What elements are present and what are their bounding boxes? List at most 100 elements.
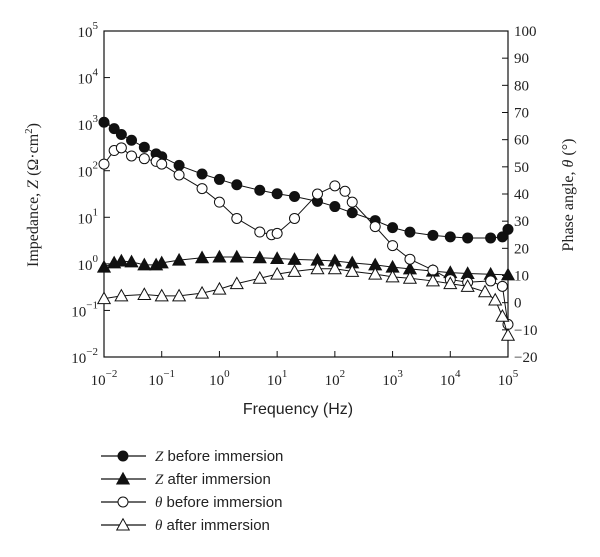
point-theta_before [311, 188, 323, 200]
point-theta_before [254, 226, 266, 238]
svg-text:Phase angle, θ (°): Phase angle, θ (°) [560, 139, 577, 252]
point-z_after [212, 249, 227, 263]
x-axis-ticks: 10−2 10−1 100 101 102 103 104 105 [91, 351, 519, 389]
y-right-label-var: θ [560, 159, 577, 167]
y-left-label-var: Z [25, 179, 42, 189]
y-right-label-pre: Phase angle, [560, 167, 577, 251]
plot-area [103, 30, 509, 358]
point-z_after [154, 255, 169, 269]
y-left-tick-label: 102 [78, 160, 99, 181]
y-right-tick-label: −20 [514, 350, 537, 366]
point-theta_after [194, 285, 210, 299]
point-z_before [173, 159, 185, 171]
point-theta_before [346, 196, 358, 208]
point-theta_before [213, 196, 225, 208]
y-right-tick-label: 30 [514, 214, 529, 230]
point-theta_after [488, 292, 503, 306]
y-right-tick-label: 40 [514, 187, 529, 203]
point-theta_after [310, 261, 325, 275]
point-z_before [213, 173, 225, 185]
point-z_before [126, 134, 138, 146]
series-theta_after [96, 261, 516, 341]
x-tick-label: 102 [325, 368, 346, 389]
legend: Z before immersion Z after immersion θ bef… [101, 448, 283, 534]
legend-label: Z after immersion [155, 471, 271, 488]
point-theta_before [427, 264, 439, 276]
point-z_after [229, 249, 244, 263]
y-right-label-unit: (°) [560, 139, 577, 160]
legend-marker-theta_before [117, 496, 129, 508]
y-left-tick-label: 101 [78, 206, 99, 227]
y-right-tick-label: 90 [514, 51, 529, 67]
x-tick-label: 101 [267, 368, 288, 389]
point-theta_after [171, 288, 187, 302]
point-theta_before [271, 227, 283, 239]
y-left-tick-label: 103 [78, 113, 99, 134]
y-left-tick-label: 100 [78, 253, 99, 274]
point-theta_after [460, 279, 475, 292]
point-z_before [346, 207, 358, 219]
x-tick-label: 105 [498, 368, 519, 389]
point-theta_before [289, 212, 301, 224]
y-left-tick-label: 10−2 [71, 346, 98, 367]
point-theta_before [369, 221, 381, 233]
point-z_before [108, 123, 120, 135]
y-left-label-pre: Impedance, [25, 189, 42, 267]
legend-label: θ before immersion [155, 494, 282, 511]
point-theta_before [387, 240, 399, 252]
x-tick-label: 10−2 [91, 368, 118, 389]
point-theta_before [404, 253, 416, 265]
y-left-label-sup: 2 [23, 128, 35, 134]
point-z_before [196, 168, 208, 180]
legend-label: θ after immersion [155, 517, 270, 534]
point-theta_before [156, 158, 168, 170]
point-theta_before [339, 185, 351, 197]
point-theta_before [138, 153, 150, 165]
point-theta_before [173, 169, 185, 181]
point-theta_after [368, 266, 383, 280]
plot-frame [103, 30, 509, 358]
point-theta_after [327, 261, 342, 275]
legend-item-theta_before: θ before immersion [101, 494, 282, 511]
y-left-axis-label: Impedance, Z (Ω·cm2) [23, 123, 42, 267]
point-z_before [289, 190, 301, 202]
point-z_before [254, 184, 266, 196]
y-right-tick-label: 50 [514, 160, 529, 176]
point-z_before [404, 226, 416, 238]
y-right-tick-label: 0 [514, 296, 522, 312]
point-theta_after [252, 270, 267, 284]
point-z_before [485, 232, 497, 244]
point-theta_before [496, 280, 508, 292]
point-theta_after [345, 264, 360, 277]
point-theta_before [126, 150, 138, 162]
legend-marker-z_before [117, 450, 129, 462]
point-theta_before [196, 183, 208, 195]
point-z_before [427, 229, 439, 241]
point-z_after [500, 267, 516, 281]
x-tick-label: 10−1 [148, 368, 175, 389]
point-theta_after [137, 287, 152, 301]
series-layer [96, 116, 516, 341]
y-right-axis-label: Phase angle, θ (°) [560, 139, 577, 252]
point-theta_after [495, 308, 510, 322]
legend-item-theta_after: θ after immersion [101, 517, 270, 534]
y-left-label-unit: (Ω·cm [25, 133, 42, 180]
legend-marker-theta_after [115, 517, 131, 531]
series-z_before [98, 116, 514, 244]
point-z_after [194, 250, 210, 264]
y-right-tick-label: 60 [514, 133, 529, 149]
point-theta_after [287, 264, 302, 277]
point-z_after [137, 257, 152, 271]
x-tick-label: 103 [382, 368, 403, 389]
point-theta_after [114, 288, 129, 302]
point-theta_after [385, 269, 400, 283]
point-theta_before [329, 180, 341, 192]
point-z_before [502, 223, 514, 235]
point-z_before [138, 141, 150, 153]
point-z_after [124, 254, 139, 268]
point-theta_after [500, 327, 516, 341]
point-z_before [98, 116, 110, 128]
y-left-label-close: ) [25, 123, 42, 128]
